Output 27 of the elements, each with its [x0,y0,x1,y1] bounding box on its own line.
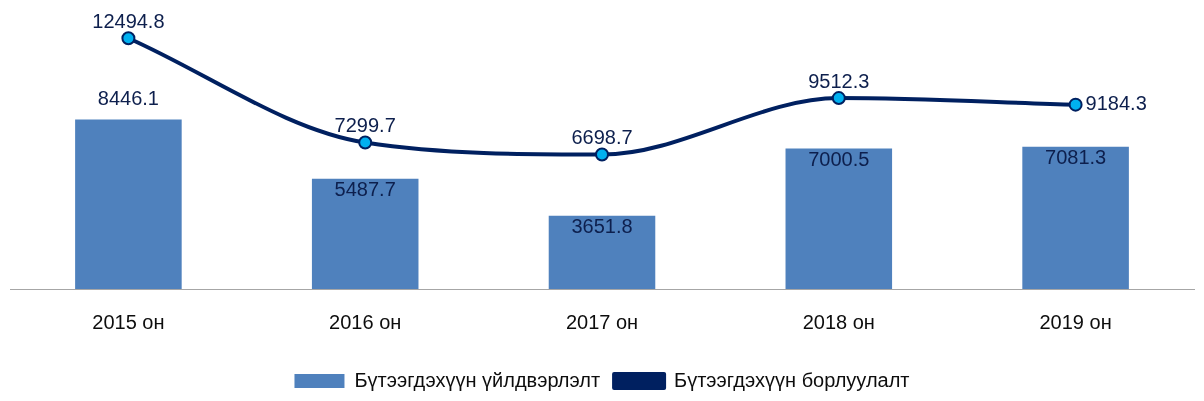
data-label: 8446.1 [97,86,159,109]
x-tick-label: 2019 он [1039,310,1112,333]
point [121,31,136,46]
data-label: 7081.3 [1045,146,1107,169]
data-label: 9184.3 [1085,92,1147,115]
x-tick-label: 2016 он [329,310,402,333]
data-label: 6698.7 [571,126,633,149]
data-label: 12494.8 [92,9,165,32]
data-label: 7299.7 [334,114,396,136]
x-tick-label: 2015 он [92,310,165,333]
data-label: 5487.7 [334,178,396,201]
x-tick-label: 2017 он [565,310,639,333]
data-label: 3651.8 [571,215,633,238]
point [831,91,846,106]
bar [75,119,182,289]
bar [548,215,656,289]
bar [311,178,419,289]
point [1068,97,1083,112]
bar [785,148,893,289]
bar [1022,146,1129,289]
x-tick-label: 2018 он [802,310,875,333]
legend-label: Бүтээгдэхүүн үйлдвэрлэлт [354,368,601,391]
point [358,135,373,150]
legend-label: Бүтээгдэхүүн борлуулалт [674,368,910,391]
point [595,147,609,162]
data-label: 9512.3 [808,69,870,92]
data-label: 7000.5 [808,148,870,171]
